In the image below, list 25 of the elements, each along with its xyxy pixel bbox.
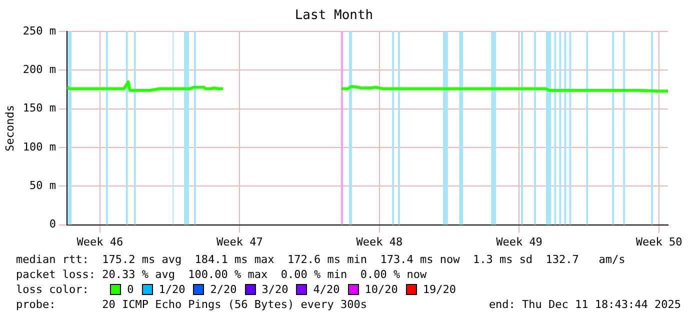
y-tick-label: 200 m [22,63,56,76]
x-tick-label: Week 48 [356,235,403,248]
text: median rtt: 175.2 ms avg 184.1 ms max 172.6 ms min 173.4 ms now 1.3 ms sd 132.7 am/s [16,252,626,267]
y-tick-label: 250 m [22,24,56,38]
y-tick-label: 50 m [30,179,56,192]
legend-label: 2/20 [210,282,237,297]
x-tick-label: Week 50 [636,235,682,248]
legend-label: 0 [127,282,134,297]
y-tick-label: 0 [49,218,56,231]
y-tick-label: 100 m [22,140,56,154]
legend-label: 4/20 [313,282,340,297]
x-tick-label: Week 49 [496,235,542,248]
y-tick-label: 150 m [22,102,56,115]
x-tick-label: Week 47 [216,235,263,248]
chart-title: Last Month [294,8,374,24]
legend-label: 10/20 [364,282,398,297]
text: end: Thu Dec 11 18:43:44 2025 [488,297,681,312]
legend-label: 3/20 [262,282,288,297]
x-tick-label: Week 46 [76,235,124,248]
text: packet loss: 20.33 % avg 100.00 % max 0.00 % min 0.00 % now [16,267,428,282]
legend-title: loss color: [16,282,90,297]
text: probe: 20 ICMP Echo Pings (56 Bytes) every 300s [16,297,367,312]
legend-label: 19/20 [422,282,456,297]
legend-label: 1/20 [158,282,186,297]
y-axis-title: Seconds [3,105,16,152]
